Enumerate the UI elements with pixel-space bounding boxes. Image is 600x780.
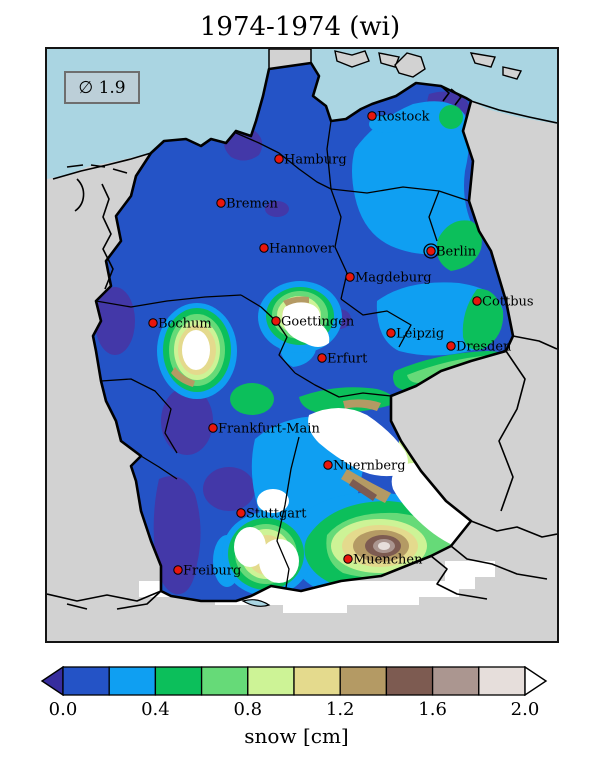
contour: [341, 469, 391, 503]
contour: [234, 527, 266, 567]
snow-contours: [93, 63, 513, 601]
city-label: Frankfurt-Main: [218, 422, 320, 437]
contour: [182, 330, 210, 370]
city-dot: [317, 353, 327, 363]
city-dot: [173, 565, 183, 575]
city-label: Bremen: [226, 197, 278, 212]
germany-snow-map: Rostock Hamburg Bremen Hannover Berlin Magdeb…: [47, 49, 557, 641]
state-borders: [95, 120, 470, 595]
mean-value-label: ∅ 1.9: [78, 77, 126, 98]
ruegen-island: [394, 52, 426, 78]
city-dot: [323, 460, 333, 470]
colorbar-segment: [431, 666, 480, 696]
colorbar-segment: [293, 666, 341, 696]
city-label: Bochum: [158, 317, 212, 332]
germany-border: [91, 61, 515, 603]
contour: [257, 489, 289, 513]
colorbar-tick-label: 1.2: [325, 699, 355, 720]
colorbar-ticks: 0.0 0.4 0.8 1.2 1.6 2.0: [40, 699, 553, 721]
city-dot: [208, 423, 218, 433]
foreign-borders: [47, 85, 557, 610]
colorbar-segment: [247, 666, 295, 696]
colorbar-tick-label: 0.4: [141, 699, 170, 720]
colorbar-tick-label: 0.0: [48, 699, 78, 720]
colorbar-segment: [478, 666, 526, 696]
contour: [352, 101, 475, 255]
city-label: Muenchen: [353, 553, 423, 568]
sea: [47, 49, 557, 179]
city-dot: [259, 243, 269, 253]
colorbar-under-arrow: [40, 666, 64, 696]
colorbar-segment: [385, 666, 434, 696]
contour: [265, 201, 289, 217]
island: [502, 66, 523, 80]
city-dot: [236, 508, 246, 518]
colorbar-segment: [339, 666, 388, 696]
contour: [349, 479, 377, 501]
map-axes: ∅ 1.9: [45, 47, 559, 643]
mean-value-box: ∅ 1.9: [64, 71, 140, 104]
colorbar-over-arrow: [524, 666, 548, 696]
contour: [171, 367, 195, 387]
colorbar: [40, 666, 548, 696]
contour: [95, 287, 135, 355]
colorbar-segment: [108, 666, 157, 696]
colorbar-segment: [62, 666, 110, 696]
city-label: Dresden: [456, 340, 512, 355]
city-label: Freiburg: [183, 564, 241, 579]
colorbar-segment: [200, 666, 249, 696]
city-dot: [274, 154, 284, 164]
island: [378, 52, 400, 68]
colorbar-segments: [40, 666, 548, 696]
figure-title: 1974-1974 (wi): [199, 12, 401, 42]
city-label: Hamburg: [284, 153, 347, 168]
city-label: Leipzig: [396, 327, 444, 342]
colorbar-tick-label: 0.8: [233, 699, 263, 720]
island: [334, 50, 370, 68]
city-label: Stuttgart: [246, 507, 307, 522]
city-markers: Rostock Hamburg Bremen Hannover Berlin Magdeb…: [148, 110, 534, 579]
contour: [462, 288, 504, 350]
contour: [439, 105, 463, 129]
contour: [203, 467, 255, 511]
island: [469, 52, 496, 68]
city-label: Erfurt: [327, 352, 368, 367]
contour: [343, 399, 381, 411]
city-label: Magdeburg: [355, 271, 432, 286]
exterior-snow-white-se: [445, 561, 495, 589]
contour: [369, 115, 401, 133]
city-dot: [426, 246, 436, 256]
contour: [223, 128, 263, 161]
contour: [282, 302, 330, 347]
city-dot: [148, 318, 158, 328]
contour: [436, 220, 482, 271]
city-dot: [472, 296, 482, 306]
contour: [308, 408, 408, 477]
city-label: Goettingen: [281, 315, 355, 330]
city-dot: [271, 316, 281, 326]
colorbar-tick-label: 2.0: [510, 699, 540, 720]
contour: [153, 476, 201, 595]
city-dot: [345, 272, 355, 282]
contour: [161, 387, 213, 455]
colorbar-axis-label: snow [cm]: [244, 724, 349, 748]
contour: [283, 296, 309, 307]
city-dot: [343, 554, 353, 564]
contour: [378, 542, 390, 550]
city-label: Cottbus: [482, 295, 534, 310]
colorbar-tick-label: 1.6: [418, 699, 447, 720]
city-label: Nuernberg: [333, 459, 406, 474]
city-label: Rostock: [377, 110, 430, 125]
city-dot: [386, 328, 396, 338]
city-label: Berlin: [436, 245, 477, 260]
city-dot: [367, 111, 377, 121]
lake-constance: [241, 599, 271, 607]
contour: [230, 383, 274, 415]
city-label: Hannover: [269, 242, 335, 257]
city-dot: [446, 341, 456, 351]
city-dot: [216, 198, 226, 208]
colorbar-segment: [154, 666, 203, 696]
